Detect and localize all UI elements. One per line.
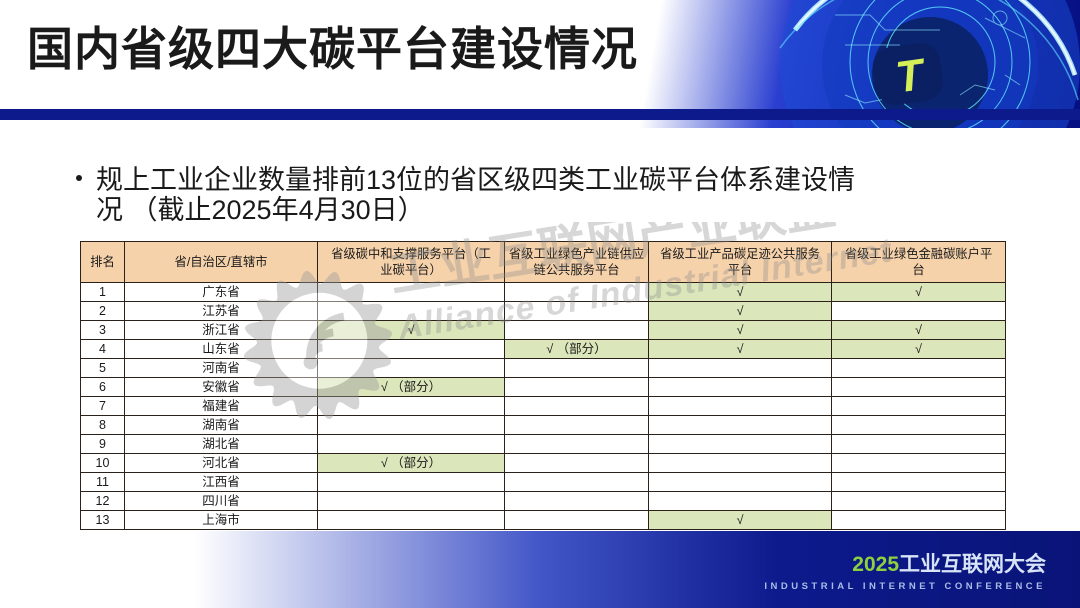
svg-text:T: T	[895, 50, 925, 103]
